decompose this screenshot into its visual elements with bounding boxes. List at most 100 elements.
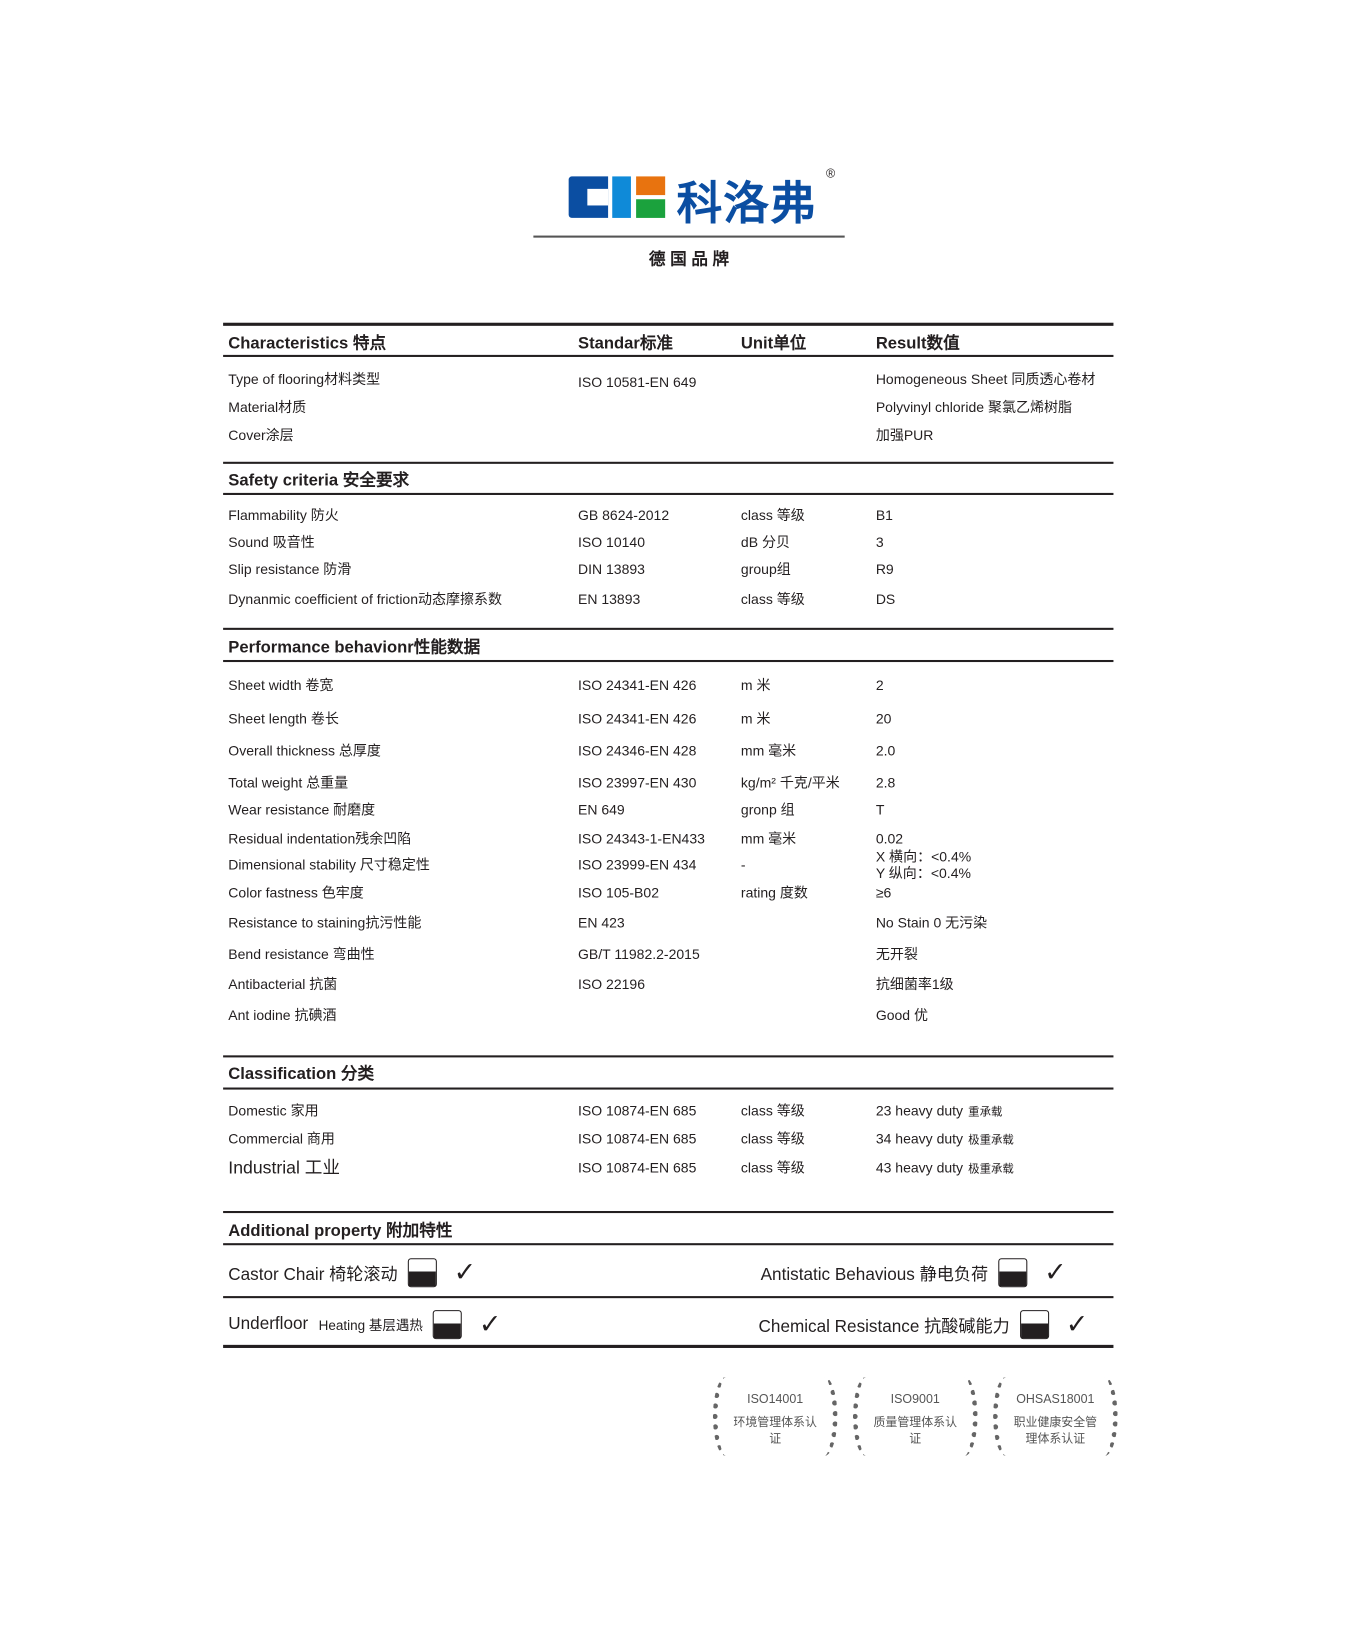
- certification-description: 环境管理体系认证: [733, 1416, 817, 1446]
- row-characteristic: Bend resistance 弯曲性: [228, 946, 375, 962]
- laurel-left-icon: [712, 1377, 739, 1456]
- row-characteristic: Type of flooring材料类型: [228, 371, 381, 388]
- row-characteristic: Antibacterial 抗菌: [228, 976, 338, 993]
- property-label: Underfloor: [228, 1314, 309, 1333]
- divider: [223, 1087, 1114, 1090]
- row-characteristic: Slip resistance 防滑: [228, 561, 352, 577]
- row-result: 20: [875, 710, 892, 727]
- row-result: X 横向：<0.4%: [875, 848, 972, 865]
- certification-badge: OHSAS18001 职业健康安全管理体系认证: [993, 1375, 1118, 1460]
- row-standard: ISO 23999-EN 434: [577, 857, 697, 873]
- header-unit: Unit单位: [740, 335, 807, 353]
- row-standard: EN 649: [577, 802, 625, 818]
- row-result: DS: [875, 591, 896, 608]
- logo-divider: [533, 235, 845, 238]
- row-characteristic: Sheet length 卷长: [228, 710, 339, 727]
- row-characteristic: Ant iodine 抗碘酒: [228, 1007, 337, 1024]
- row-standard: DIN 13893: [577, 561, 645, 577]
- row-characteristic: Cover涂层: [228, 427, 294, 444]
- row-characteristic: Resistance to staining抗污性能: [228, 915, 422, 931]
- table-bottom-border: [223, 1344, 1114, 1348]
- row-result: T: [875, 802, 885, 818]
- row-result: 2.8: [875, 775, 896, 791]
- row-unit: class 等级: [740, 507, 805, 524]
- row-standard: ISO 10874-EN 685: [577, 1103, 697, 1119]
- row-result: ≥6: [875, 885, 892, 901]
- row-characteristic: Sheet width 卷宽: [228, 677, 334, 694]
- row-unit: mm 毫米: [740, 831, 797, 847]
- laurel-right-icon: [1092, 1377, 1118, 1456]
- row-result-cn: 极重承载: [968, 1134, 1014, 1147]
- row-result: R9: [875, 561, 894, 577]
- row-unit: kg/m² 千克/平米: [740, 775, 840, 791]
- row-standard: ISO 10874-EN 685: [577, 1131, 697, 1147]
- row-result: 23 heavy duty: [875, 1103, 964, 1119]
- property-label: Antistatic Behavious 静电负荷: [760, 1264, 989, 1284]
- row-characteristic: Wear resistance 耐磨度: [228, 802, 376, 818]
- row-result: Y 纵向：<0.4%: [875, 865, 971, 882]
- row-result: 43 heavy duty: [875, 1160, 964, 1176]
- row-characteristic: Overall thickness 总厚度: [228, 742, 381, 759]
- chemical-resistance-icon: [1020, 1309, 1050, 1339]
- divider: [223, 461, 1114, 464]
- divider: [223, 492, 1114, 495]
- antistatic-icon: [998, 1257, 1028, 1287]
- row-standard: GB 8624-2012: [577, 507, 670, 524]
- row-unit: class 等级: [740, 591, 805, 608]
- laurel-right-icon: [811, 1377, 838, 1456]
- divider: [223, 1243, 1114, 1245]
- certification-code: OHSAS18001: [1016, 1391, 1095, 1407]
- section-performance-title: Performance behavionr性能数据: [228, 639, 481, 657]
- certification-code: ISO9001: [890, 1391, 940, 1407]
- certification-badge: ISO9001 质量管理体系认证: [852, 1375, 978, 1460]
- brand-name: 科洛弗: [676, 178, 817, 230]
- certification-code: ISO14001: [747, 1391, 804, 1407]
- logo-mark-green: [636, 199, 666, 218]
- section-safety-title: Safety criteria 安全要求: [228, 472, 410, 490]
- row-result: 34 heavy duty: [875, 1131, 964, 1147]
- row-characteristic: Domestic 家用: [228, 1103, 319, 1119]
- section-additional-title: Additional property 附加特性: [228, 1222, 453, 1241]
- divider: [223, 659, 1114, 662]
- logo-mark-orange: [636, 176, 666, 196]
- row-standard: ISO 24341-EN 426: [577, 710, 697, 727]
- property-label-small: Heating 基层遇热: [318, 1317, 423, 1333]
- divider: [223, 354, 1114, 357]
- row-characteristic: Industrial 工业: [228, 1158, 341, 1178]
- row-characteristic: Dimensional stability 尺寸稳定性: [228, 857, 430, 873]
- divider: [223, 1210, 1114, 1213]
- certification-badge: ISO14001 环境管理体系认证: [712, 1375, 838, 1460]
- row-unit: m 米: [740, 677, 771, 694]
- additional-property: Antistatic Behavious 静电负荷 ✓: [761, 1256, 1067, 1288]
- row-standard: ISO 10581-EN 649: [577, 374, 697, 391]
- row-standard: EN 423: [577, 915, 625, 931]
- logo-mark-blue: [612, 176, 631, 218]
- row-unit: gronp 组: [740, 802, 795, 818]
- row-result: 加强PUR: [875, 427, 934, 444]
- brand-tagline: 德 国 品 牌: [648, 251, 730, 269]
- header-characteristics: Characteristics 特点: [228, 335, 387, 353]
- property-label: Chemical Resistance 抗酸碱能力: [758, 1316, 1010, 1336]
- additional-property: Castor Chair 椅轮滚动 ✓: [228, 1256, 476, 1288]
- certification-description: 职业健康安全管理体系认证: [1013, 1416, 1098, 1446]
- checkmark-icon: ✓: [1065, 1308, 1089, 1340]
- row-standard: ISO 24346-EN 428: [577, 742, 697, 759]
- row-result: 0.02: [875, 831, 904, 847]
- row-standard: ISO 23997-EN 430: [577, 775, 697, 791]
- checkmark-icon: ✓: [478, 1308, 502, 1340]
- row-result: Homogeneous Sheet 同质透心卷材: [875, 371, 1096, 388]
- row-result: 3: [875, 534, 884, 550]
- checkmark-icon: ✓: [1044, 1256, 1067, 1288]
- row-result: 无开裂: [875, 946, 918, 962]
- row-unit: dB 分贝: [740, 534, 790, 550]
- row-result: No Stain 0 无污染: [875, 915, 988, 931]
- row-unit: rating 度数: [740, 885, 808, 901]
- registered-mark: ®: [826, 166, 836, 181]
- row-standard: ISO 24343-1-EN433: [577, 831, 705, 847]
- row-unit: class 等级: [740, 1131, 805, 1147]
- row-result-cn: 重承载: [968, 1106, 1003, 1119]
- row-standard: EN 13893: [577, 591, 641, 608]
- checkmark-icon: ✓: [453, 1256, 477, 1288]
- header-result: Result数值: [875, 335, 960, 353]
- table-top-border: [223, 322, 1114, 326]
